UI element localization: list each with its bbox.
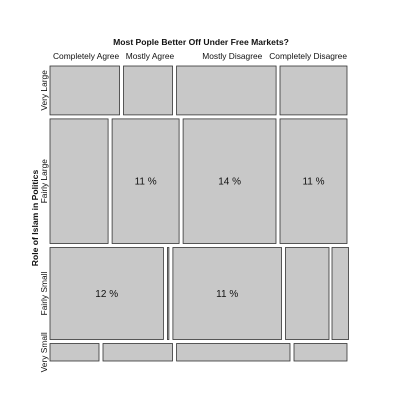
mosaic-cell-very-large-completely-agree (49, 65, 120, 116)
mosaic-cell-very-large-mostly-disagree (176, 65, 277, 116)
mosaic-cell-fairly-large-mostly-agree (111, 118, 180, 244)
cell-value-label: 11 % (135, 177, 157, 188)
mosaic-cell-very-large-completely-disagree (279, 65, 348, 116)
cell-value-label: 11 % (302, 177, 324, 188)
mosaic-cell-very-small-completely-disagree (293, 343, 348, 362)
mosaic-cell-fairly-large-mostly-disagree (182, 118, 277, 244)
mosaic-cell-very-small-completely-agree (49, 343, 100, 362)
mosaic-cell-fairly-small-completely-disagree-1 (285, 247, 330, 340)
mosaic-cell-fairly-small-mostly-agree (166, 247, 170, 340)
column-label-mostly-disagree: Mostly Disagree (202, 51, 262, 61)
mosaic-cell-fairly-small-mostly-disagree (172, 247, 282, 340)
row-label-very-small: Very Small (39, 332, 49, 372)
column-label-completely-agree: Completely Agree (53, 51, 119, 61)
cell-value-label: 14 % (218, 177, 241, 188)
mosaic-cell-fairly-large-completely-disagree (279, 118, 348, 244)
row-label-fairly-small: Fairly Small (39, 271, 49, 315)
cell-value-label: 11 % (216, 289, 238, 300)
mosaic-cell-fairly-large-completely-agree (49, 118, 109, 244)
mosaic-cell-fairly-small-completely-disagree-2 (331, 247, 349, 340)
mosaic-cell-very-small-mostly-disagree (176, 343, 291, 362)
row-label-fairly-large: Fairly Large (39, 159, 49, 204)
row-label-very-large: Very Large (39, 70, 49, 111)
mosaic-cell-fairly-small-completely-agree (49, 247, 164, 340)
cell-value-label: 12 % (95, 289, 118, 300)
mosaic-cell-very-large-mostly-agree (123, 65, 173, 116)
column-label-mostly-agree: Mostly Agree (126, 51, 175, 61)
chart-title: Most Pople Better Off Under Free Markets… (113, 37, 289, 47)
column-label-completely-disagree: Completely Disagree (269, 51, 347, 61)
mosaic-cell-very-small-mostly-agree (102, 343, 173, 362)
y-axis-label: Role of Islam in Politics (30, 170, 40, 267)
